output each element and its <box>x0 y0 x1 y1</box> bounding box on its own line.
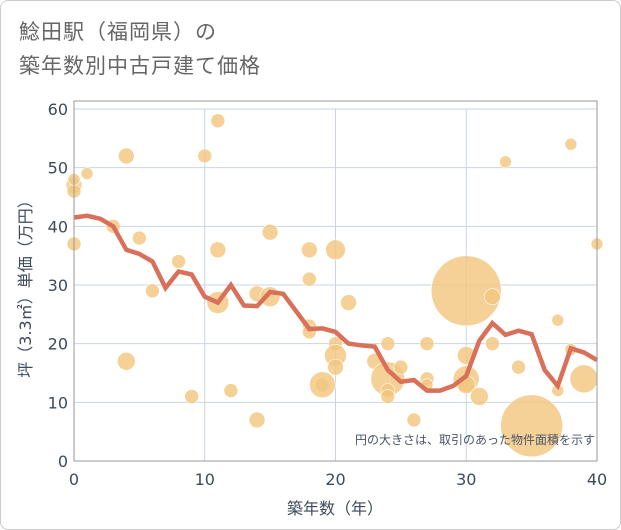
y-tick-label: 30 <box>48 276 68 295</box>
bubble <box>430 255 502 327</box>
bubble <box>197 148 213 164</box>
bubble <box>248 411 266 429</box>
bubble <box>340 294 357 311</box>
bubble <box>380 336 396 351</box>
bubble <box>499 155 512 169</box>
bubble <box>327 358 344 376</box>
bubble <box>171 254 186 269</box>
bubble <box>209 241 227 259</box>
bubble <box>118 147 135 165</box>
y-tick-label: 60 <box>48 100 68 119</box>
y-tick-label: 40 <box>48 217 68 236</box>
y-tick-label: 50 <box>48 159 68 178</box>
bubble <box>564 137 578 151</box>
x-tick-label: 0 <box>69 470 79 489</box>
bubble <box>145 283 160 299</box>
y-tick-label: 20 <box>48 335 68 354</box>
x-axis-label: 築年数（年） <box>287 499 383 518</box>
y-tick-label: 0 <box>58 452 68 471</box>
bubble <box>419 336 435 351</box>
bubble <box>484 288 501 306</box>
bubble <box>309 371 336 399</box>
bubble <box>485 336 500 351</box>
bubble <box>223 383 239 398</box>
bubble <box>302 271 317 287</box>
bubble <box>117 351 136 371</box>
title-line-1: 鯰田駅（福岡県）の <box>19 20 217 44</box>
y-tick-label: 10 <box>48 393 68 412</box>
bubble <box>80 167 94 180</box>
bubble <box>210 113 226 129</box>
chart-title: 鯰田駅（福岡県）の 築年数別中古戸建て価格 <box>19 15 261 83</box>
bubble <box>551 313 565 327</box>
bubble <box>184 389 199 404</box>
size-note: 円の大きさは、取引のあった物件面積を示す <box>355 432 595 447</box>
bubble <box>569 364 599 394</box>
bubble <box>511 359 526 375</box>
bubble <box>470 387 489 406</box>
y-axis-label: 坪（3.3㎡）単価（万円） <box>16 192 35 377</box>
bubble <box>325 239 346 261</box>
bubble <box>261 223 279 241</box>
x-tick-label: 30 <box>456 470 476 489</box>
plot-border <box>73 100 598 462</box>
x-tick-label: 20 <box>325 470 345 489</box>
x-tick-label: 40 <box>587 470 607 489</box>
x-tick-label: 10 <box>195 470 215 489</box>
bubble <box>393 359 409 375</box>
title-line-2: 築年数別中古戸建て価格 <box>19 54 261 78</box>
bubble <box>132 230 147 246</box>
bubble <box>500 394 563 458</box>
bubble <box>406 412 422 428</box>
bubble <box>301 241 318 259</box>
average-price-line <box>73 213 599 393</box>
bubble <box>380 389 396 404</box>
